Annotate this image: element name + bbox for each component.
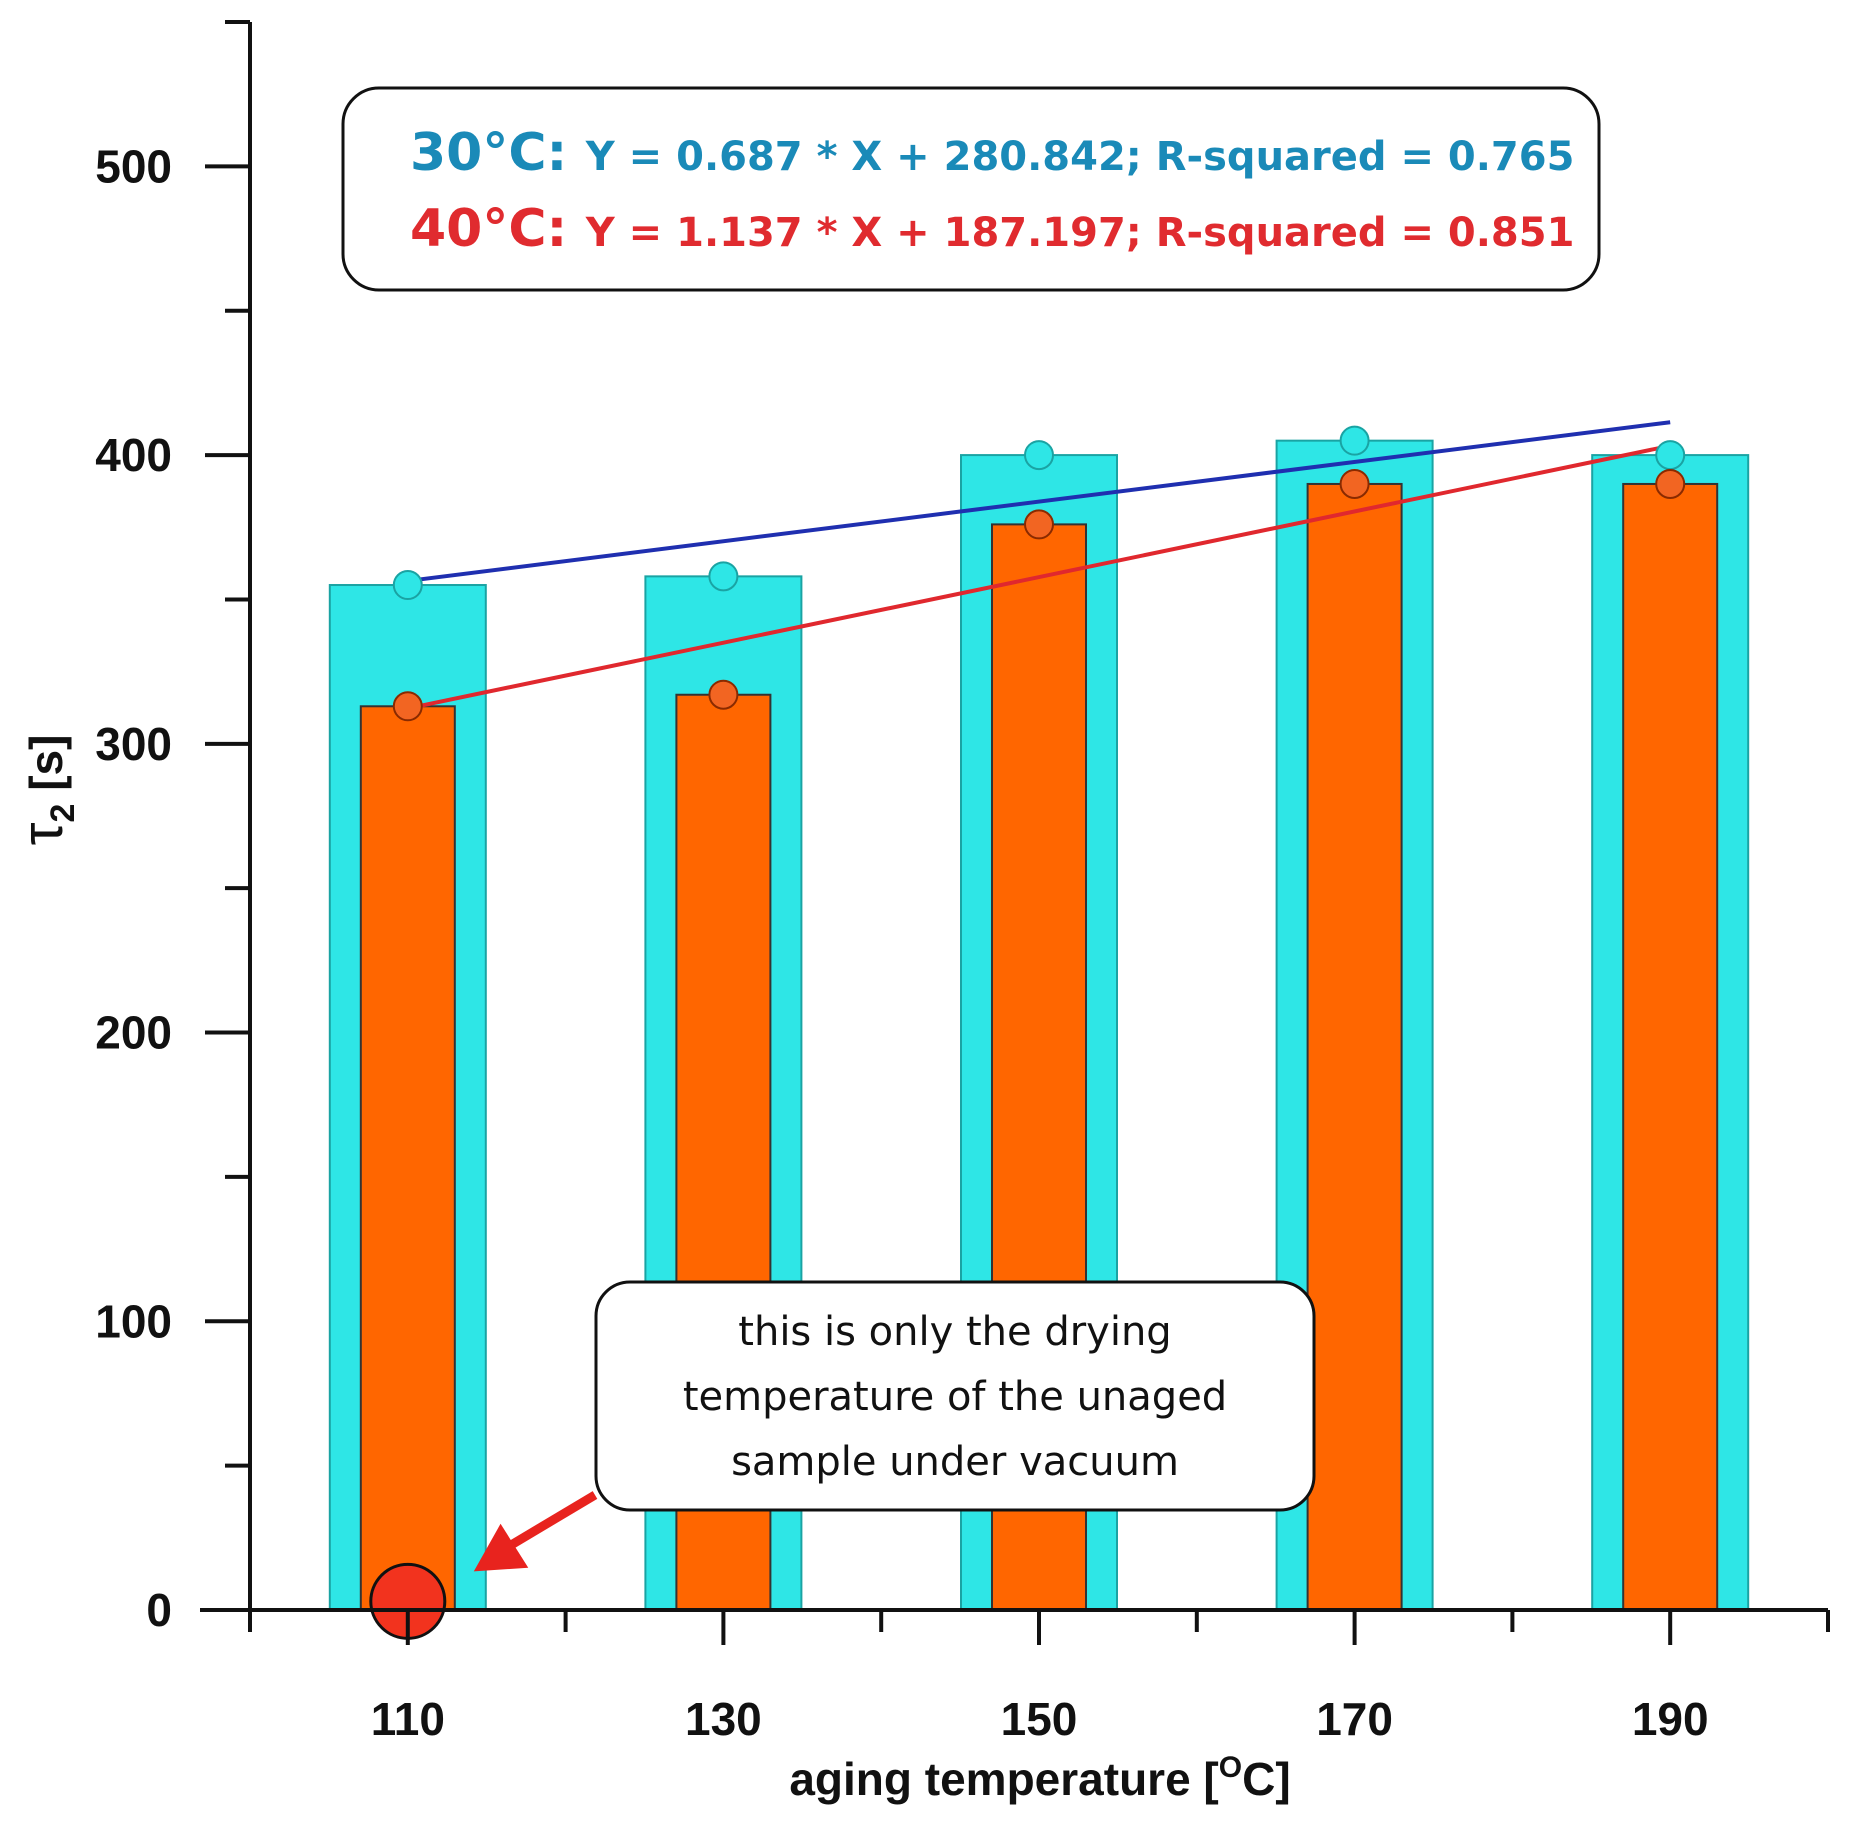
bar-40c-170 (1306, 482, 1403, 1611)
marker-40c-110 (392, 691, 423, 722)
y-tick-label-200: 200 (95, 1007, 172, 1059)
y-tick-label-100: 100 (95, 1295, 172, 1347)
x-tick-label-130: 130 (685, 1693, 762, 1745)
x-axis-ticks: 110 130 150 170 190 (248, 1610, 1830, 1745)
y-tick-label-300: 300 (95, 718, 172, 770)
y-tick-label-500: 500 (95, 140, 172, 192)
fit-equation-box: 30°C: Y = 0.687 * X + 280.842; R-squared… (341, 86, 1601, 292)
marker-30c-170 (1339, 425, 1370, 456)
marker-30c-190 (1655, 440, 1686, 471)
bar-40c-110 (359, 705, 456, 1611)
marker-30c-110 (392, 570, 423, 601)
fit-30c-legend: 30°C: Y = 0.687 * X + 280.842; R-squared… (410, 123, 1574, 183)
annotation-line-2: temperature of the unaged (683, 1374, 1227, 1420)
fit-line-30c (407, 420, 1671, 583)
marker-40c-170 (1339, 468, 1370, 499)
fit-30c-equation: Y = 0.687 * X + 280.842; R-squared = 0.7… (585, 134, 1575, 180)
axes (200, 22, 1828, 1612)
y-axis-title: τ2 [s] (10, 735, 82, 846)
annotation-box (594, 1280, 1316, 1512)
annotation-line-1: this is only the drying (738, 1309, 1171, 1355)
annotation-line-3: sample under vacuum (731, 1439, 1179, 1485)
data-markers (369, 425, 1686, 1640)
marker-30c-130 (708, 561, 739, 592)
fit-30c-label: 30°C: (410, 123, 567, 183)
marker-40c-190 (1655, 468, 1686, 499)
annotation-arrow-head (473, 1523, 529, 1572)
y-tick-label-400: 400 (95, 429, 172, 481)
annotation-arrow-shaft (501, 1491, 598, 1554)
fit-equation-box-frame (341, 86, 1601, 292)
marker-40c-150 (1024, 509, 1054, 540)
x-tick-label-110: 110 (371, 1693, 445, 1745)
marker-30c-150 (1024, 440, 1054, 471)
fit-line-40c (407, 443, 1671, 711)
y-tick-label-0: 0 (146, 1584, 172, 1636)
annotation-callout: this is only the drying temperature of t… (473, 1280, 1316, 1572)
fit-40c-legend: 40°C: Y = 1.137 * X + 187.197; R-squared… (410, 199, 1574, 259)
marker-40c-130 (708, 679, 739, 710)
fit-40c-equation: Y = 1.137 * X + 187.197; R-squared = 0.8… (585, 210, 1575, 256)
fit-40c-label: 40°C: (410, 199, 567, 259)
x-tick-label-150: 150 (1001, 1693, 1078, 1745)
y-axis-ticks: 0 100 200 300 400 500 (95, 20, 250, 1636)
fit-lines (407, 420, 1671, 711)
bar-40c-190 (1622, 482, 1719, 1611)
x-axis-title: aging temperature [OC] (789, 1751, 1290, 1805)
annotation-arrow (473, 1491, 598, 1572)
x-tick-label-190: 190 (1632, 1693, 1709, 1745)
x-tick-label-170: 170 (1316, 1693, 1393, 1745)
